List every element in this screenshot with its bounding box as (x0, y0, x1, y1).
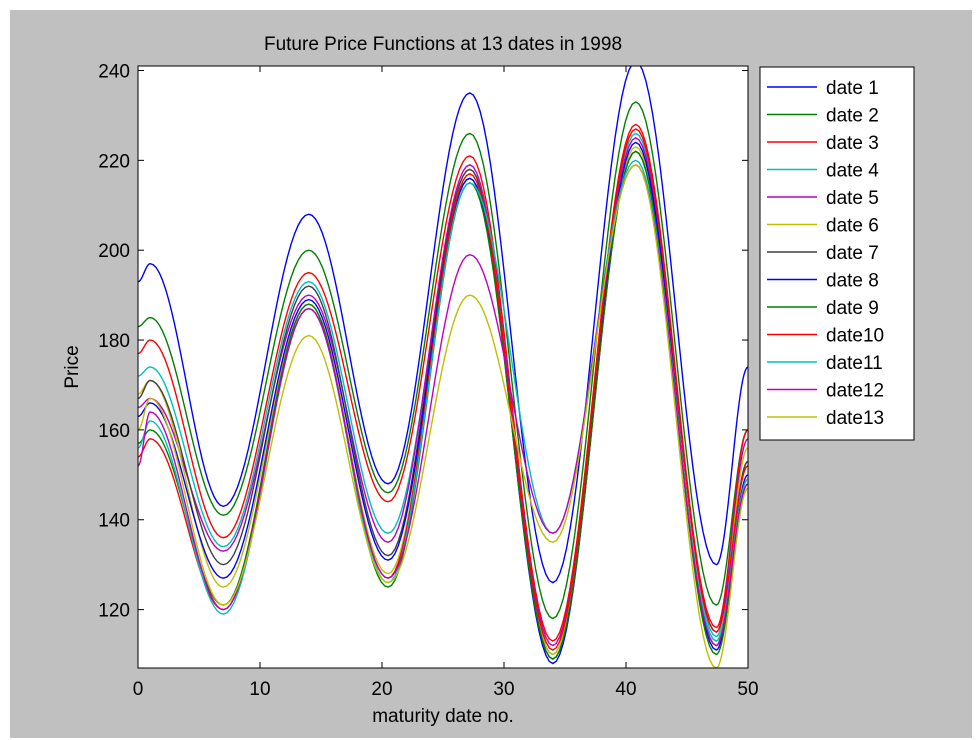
legend-label: date 2 (826, 106, 879, 127)
figure-window: 0 10 20 30 40 50 120 140 160 180 200 220 240 Future… (10, 10, 972, 738)
legend-label: date 8 (826, 271, 879, 292)
series-lines (138, 66, 748, 668)
plot-frame (137, 65, 749, 669)
legend-label: date13 (826, 408, 884, 429)
series-line-12 (138, 164, 748, 647)
x-tick-label: 10 (249, 679, 270, 700)
y-tick-label: 180 (98, 331, 130, 352)
y-axis: 120 140 160 180 200 220 240 (98, 61, 748, 622)
series-line-2 (138, 101, 748, 620)
legend-label: date 4 (826, 161, 879, 182)
y-tick-label: 220 (98, 151, 130, 172)
x-tick-label: 0 (133, 679, 144, 700)
series-line-13 (138, 164, 748, 668)
line-chart: 0 10 20 30 40 50 120 140 160 180 200 220 240 Future… (62, 34, 915, 727)
y-tick-label: 240 (98, 61, 130, 82)
y-axis-label: Price (62, 345, 83, 388)
legend-label: date 1 (826, 78, 879, 99)
legend-label: date10 (826, 326, 884, 347)
y-tick-label: 120 (98, 601, 130, 622)
legend-label: date 7 (826, 243, 879, 264)
x-tick-label: 40 (615, 679, 636, 700)
x-axis-label: maturity date no. (372, 706, 514, 727)
legend-label: date12 (826, 381, 884, 402)
legend: date 1 date 2 date 3 date 4 date 5 date 6 date… (759, 66, 915, 441)
x-tick-label: 20 (371, 679, 392, 700)
legend-box (759, 66, 915, 441)
legend-label: date 9 (826, 298, 879, 319)
x-axis: 0 10 20 30 40 50 (133, 66, 759, 700)
legend-label: date 5 (826, 188, 879, 209)
series-line-1 (138, 66, 748, 584)
y-tick-label: 200 (98, 241, 130, 262)
legend-label: date 6 (826, 216, 879, 237)
y-tick-label: 140 (98, 511, 130, 532)
series-line-10 (138, 128, 748, 651)
legend-label: date 3 (826, 133, 879, 154)
legend-label: date11 (826, 353, 883, 374)
x-tick-label: 30 (493, 679, 514, 700)
chart-title: Future Price Functions at 13 dates in 19… (264, 34, 622, 55)
y-tick-label: 160 (98, 421, 130, 442)
x-tick-label: 50 (737, 679, 758, 700)
